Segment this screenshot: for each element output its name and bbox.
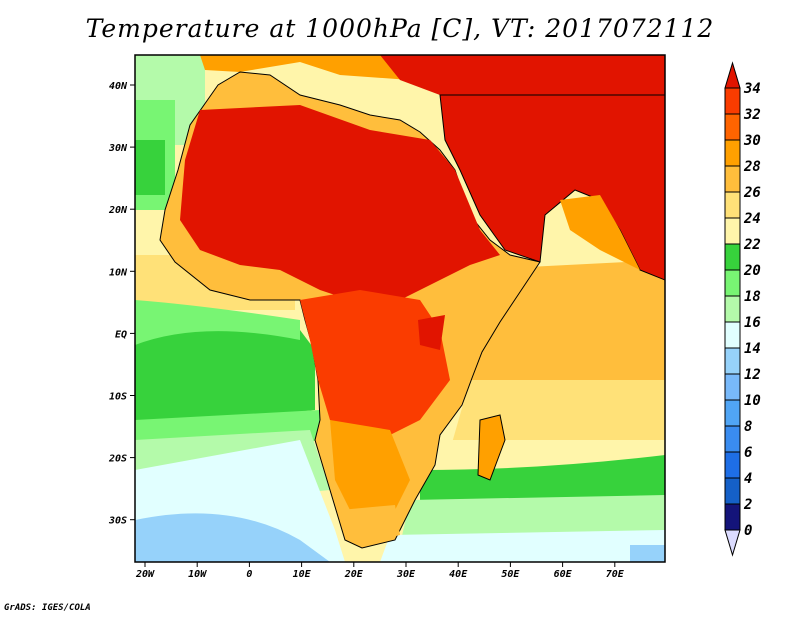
- colorbar-label: 14: [744, 341, 761, 357]
- colorbar-swatch: [724, 243, 741, 271]
- colorbar-label: 6: [744, 445, 752, 461]
- colorbar-swatch: [724, 113, 741, 141]
- colorbar-label: 10: [744, 393, 761, 409]
- x-tick-label: 50E: [501, 569, 520, 580]
- colorbar-swatch: [724, 191, 741, 219]
- y-tick-label: 40N: [109, 81, 128, 92]
- y-tick-label: 10S: [109, 392, 127, 403]
- x-tick-label: 20E: [344, 569, 364, 580]
- y-axis: 40N 30N 20N 10N EQ 10S 20S 30S: [108, 81, 135, 527]
- colorbar-label: 2: [743, 497, 752, 513]
- x-tick-label: 60E: [554, 569, 573, 580]
- colorbar-swatch: [724, 399, 741, 427]
- colorbar-label: 12: [744, 367, 761, 383]
- y-tick-label: 30S: [108, 516, 127, 527]
- colorbar-label: 16: [744, 315, 761, 331]
- colorbar-swatch: [724, 503, 741, 531]
- x-tick-label: 0: [246, 569, 252, 580]
- colorbar-label: 8: [744, 419, 752, 435]
- x-axis: 20W 10W 0 10E 20E 30E 40E 50E 60E 70E: [135, 562, 625, 580]
- colorbar-swatch: [724, 451, 741, 479]
- colorbar-swatch: [724, 295, 741, 323]
- colorbar-swatch: [724, 87, 741, 115]
- y-tick-label: 10N: [109, 267, 128, 278]
- colorbar-label: 30: [743, 133, 761, 149]
- colorbar-underflow: [724, 529, 741, 557]
- colorbar-label: 34: [743, 81, 761, 97]
- x-tick-label: 20W: [135, 569, 155, 580]
- colorbar-label: 22: [743, 237, 761, 253]
- colorbar-label: 18: [744, 289, 761, 305]
- colorbar-label: 24: [743, 211, 761, 227]
- colorbar-label: 20: [743, 263, 761, 279]
- colorbar-label: 26: [743, 185, 761, 201]
- colorbar-swatch: [724, 477, 741, 505]
- colorbar-swatch: [724, 373, 741, 401]
- colorbar-label: 0: [744, 523, 752, 539]
- colorbar-swatch: [724, 217, 741, 245]
- colorbar-swatch: [724, 165, 741, 193]
- x-tick-label: 70E: [606, 569, 625, 580]
- x-tick-label: 10W: [188, 569, 207, 580]
- y-tick-label: 30N: [108, 143, 128, 154]
- colorbar-swatch: [724, 139, 741, 167]
- map-field: [135, 55, 665, 562]
- colorbar-swatch: [724, 321, 741, 349]
- chart-title: Temperature at 1000hPa [C], VT: 20170721…: [85, 14, 715, 43]
- credit-text: GrADS: IGES/COLA: [4, 603, 91, 613]
- colorbar-swatch: [724, 425, 741, 453]
- y-tick-label: 20S: [108, 454, 127, 465]
- x-tick-label: 10E: [293, 569, 312, 580]
- colorbar-label: 32: [743, 107, 761, 123]
- colorbar-label: 4: [744, 471, 752, 487]
- x-tick-label: 40E: [449, 569, 468, 580]
- colorbar-overflow: [724, 61, 741, 89]
- y-tick-label: 20N: [108, 205, 128, 216]
- colorbar-label: 28: [743, 159, 761, 175]
- map-frame: [134, 54, 666, 563]
- x-tick-label: 30E: [396, 569, 416, 580]
- y-tick-label: EQ: [115, 329, 127, 340]
- colorbar-swatch: [724, 269, 741, 297]
- colorbar-swatch: [724, 347, 741, 375]
